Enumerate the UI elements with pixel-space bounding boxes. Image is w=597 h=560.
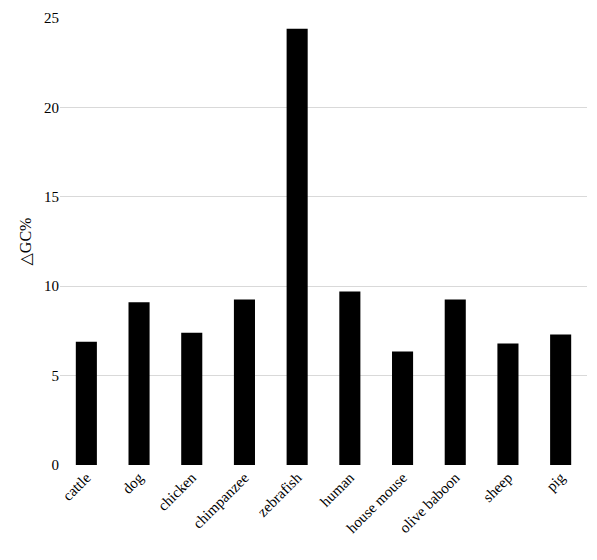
- svg-text:15: 15: [44, 189, 59, 205]
- svg-text:5: 5: [52, 368, 60, 384]
- svg-text:cattle: cattle: [59, 469, 94, 504]
- svg-text:chicken: chicken: [155, 469, 200, 514]
- svg-text:20: 20: [44, 100, 59, 116]
- svg-text:human: human: [317, 469, 358, 510]
- svg-text:house mouse: house mouse: [344, 469, 411, 536]
- svg-text:chimpanzee: chimpanzee: [190, 469, 252, 531]
- svg-text:△GC%: △GC%: [17, 218, 34, 266]
- svg-text:dog: dog: [119, 469, 147, 497]
- svg-text:10: 10: [44, 278, 59, 294]
- svg-text:olive baboon: olive baboon: [396, 469, 463, 536]
- svg-text:0: 0: [52, 457, 60, 473]
- svg-text:pig: pig: [543, 469, 568, 494]
- svg-text:25: 25: [44, 10, 59, 26]
- svg-text:zebrafish: zebrafish: [254, 469, 305, 520]
- svg-text:sheep: sheep: [480, 470, 515, 505]
